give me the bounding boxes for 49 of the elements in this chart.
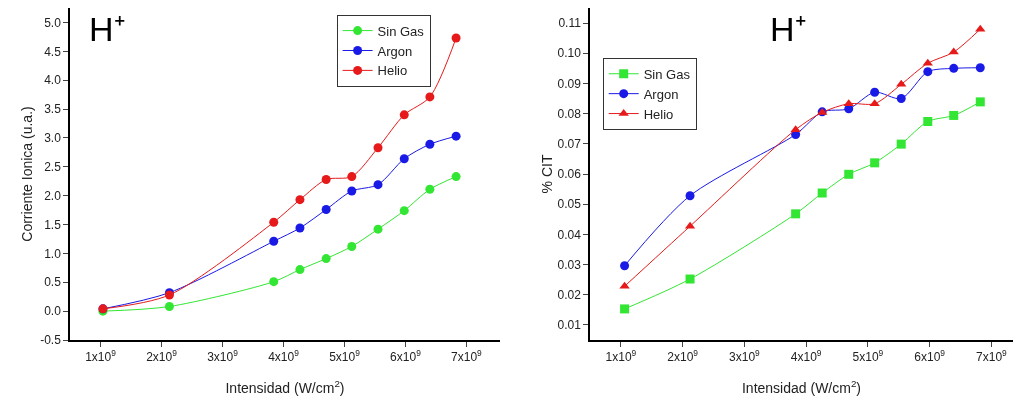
y-tick-label: 0.07 [557, 137, 582, 152]
y-tick-label: 2.0 [44, 188, 62, 203]
legend-label: Argon [643, 86, 679, 102]
y-tick-label: 0.01 [557, 318, 582, 333]
y-tick-label: 1.5 [44, 217, 62, 232]
y-tick-label: 0.0 [44, 304, 62, 319]
x-axis-title: Intensidad (W/cm$^{2}$) [225, 377, 345, 396]
y-tick-label: 0.10 [557, 46, 582, 61]
legend-label: Helio [377, 63, 408, 79]
x-tick-label: 5x10$^{9}$ [329, 348, 361, 365]
y-tick-label: 0.06 [557, 167, 582, 182]
y-tick-label: -0.5 [40, 333, 62, 348]
x-tick-label: 2x10$^{9}$ [146, 348, 178, 365]
x-tick-label: 7x10$^{9}$ [451, 348, 483, 365]
x-tick-label: 4x10$^{9}$ [790, 348, 822, 365]
legend-label: Sin Gas [377, 23, 425, 39]
x-tick-label: 6x10$^{9}$ [914, 348, 946, 365]
y-tick-label: 1.0 [44, 246, 62, 261]
y-tick-label: 0.04 [557, 227, 582, 242]
annotation: H⁺ [89, 10, 125, 48]
x-axis-title: Intensidad (W/cm$^{2}$) [741, 377, 862, 396]
legend-label: Argon [377, 43, 413, 59]
y-tick-label: 0.05 [557, 197, 582, 212]
legend-label: Helio [643, 106, 674, 122]
y-tick-label: 0.08 [557, 106, 582, 121]
x-tick-label: 1x10$^{9}$ [605, 348, 637, 365]
x-tick-label: 5x10$^{9}$ [852, 348, 884, 365]
annotation: H⁺ [770, 10, 806, 48]
x-tick-label: 6x10$^{9}$ [390, 348, 422, 365]
y-tick-label: 0.03 [557, 257, 582, 272]
legend-label: Sin Gas [643, 66, 691, 82]
y-tick-label: 4.0 [44, 73, 62, 88]
x-tick-label: 3x10$^{9}$ [207, 348, 239, 365]
y-tick-label: 0.5 [44, 275, 62, 290]
y-tick-label: 3.5 [44, 102, 62, 117]
x-tick-label: 1x10$^{9}$ [85, 348, 117, 365]
y-tick-label: 0.11 [558, 16, 582, 31]
x-tick-label: 3x10$^{9}$ [729, 348, 761, 365]
y-tick-label: 3.0 [44, 131, 62, 146]
y-tick-label: 0.09 [557, 76, 582, 91]
y-axis-title: % CIT [538, 154, 555, 194]
y-tick-label: 4.5 [44, 44, 62, 59]
y-axis-title: Corriente Ionica (u.a.) [18, 106, 35, 242]
x-tick-label: 2x10$^{9}$ [667, 348, 699, 365]
x-tick-label: 4x10$^{9}$ [268, 348, 300, 365]
y-tick-label: 0.02 [557, 287, 582, 302]
y-tick-label: 2.5 [44, 159, 62, 174]
y-tick-label: 5.0 [44, 15, 62, 30]
x-tick-label: 7x10$^{9}$ [976, 348, 1008, 365]
